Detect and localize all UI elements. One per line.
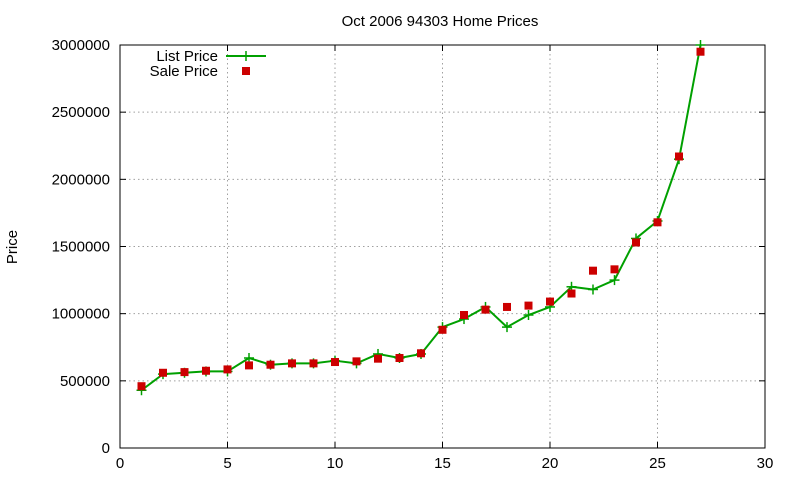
data-series [136, 40, 706, 396]
x-tick-label: 30 [757, 455, 774, 472]
list-price-point [609, 275, 620, 286]
sale-price-point [180, 368, 189, 377]
legend-cross-swatch [241, 51, 251, 61]
sale-price-point [438, 325, 447, 334]
x-tick-label: 20 [542, 455, 559, 472]
sale-price-point [460, 311, 468, 320]
sale-price-point [653, 218, 662, 227]
list-price-point [502, 322, 512, 333]
sale-price-point [159, 368, 167, 377]
x-tick-label: 5 [223, 455, 231, 472]
legend-label: Sale Price [150, 63, 218, 80]
axes [119, 44, 766, 449]
sale-price-point [395, 353, 404, 362]
sale-price-point [675, 152, 683, 161]
x-tick-label: 10 [327, 455, 344, 472]
sale-price-point [309, 359, 318, 368]
sale-price-point [589, 266, 597, 275]
sale-price-point [417, 349, 425, 358]
sale-price-point [481, 305, 490, 314]
list-price-point [244, 352, 254, 363]
sale-price-point [223, 365, 232, 374]
x-tick-label: 15 [434, 455, 451, 472]
gridlines [120, 45, 765, 448]
y-axis-label: Price [4, 230, 21, 264]
sale-price-point [202, 366, 210, 375]
sale-price-point [352, 357, 361, 366]
sale-price-point [503, 302, 511, 311]
sale-price-point [610, 265, 619, 274]
list-price-point [523, 310, 534, 321]
sale-price-point [245, 361, 253, 370]
sale-price-point [696, 47, 705, 56]
sale-price-point [524, 301, 533, 310]
sale-price-point [288, 359, 296, 368]
legend-entry: List Price [156, 48, 266, 65]
y-tick-label: 0 [102, 440, 110, 457]
y-tick-label: 1000000 [52, 306, 110, 323]
legend-square-swatch [242, 67, 250, 75]
legend-label: List Price [156, 48, 218, 65]
sale-price-point [546, 297, 554, 306]
sale-price-point [331, 358, 339, 367]
x-tick-label: 0 [116, 455, 124, 472]
chart-title: Oct 2006 94303 Home Prices [342, 13, 539, 30]
sale-price-point [567, 289, 576, 298]
y-tick-label: 2000000 [52, 171, 110, 188]
sale-price-point [374, 354, 382, 363]
y-tick-label: 3000000 [52, 37, 110, 54]
y-tick-label: 500000 [60, 373, 110, 390]
tick-labels: 0 5 10 15 20 25 30 0 500000 1000000 1500000 2000000… [52, 37, 774, 472]
y-tick-label: 1500000 [52, 239, 110, 256]
sale-price-point [266, 360, 275, 369]
list-price-line [140, 44, 702, 392]
x-tick-label: 25 [649, 455, 666, 472]
sale-price-point [632, 238, 640, 247]
sale-price-point [137, 382, 146, 391]
list-price-point [588, 284, 598, 295]
y-tick-label: 2500000 [52, 104, 110, 121]
legend-entry: Sale Price [150, 63, 250, 80]
